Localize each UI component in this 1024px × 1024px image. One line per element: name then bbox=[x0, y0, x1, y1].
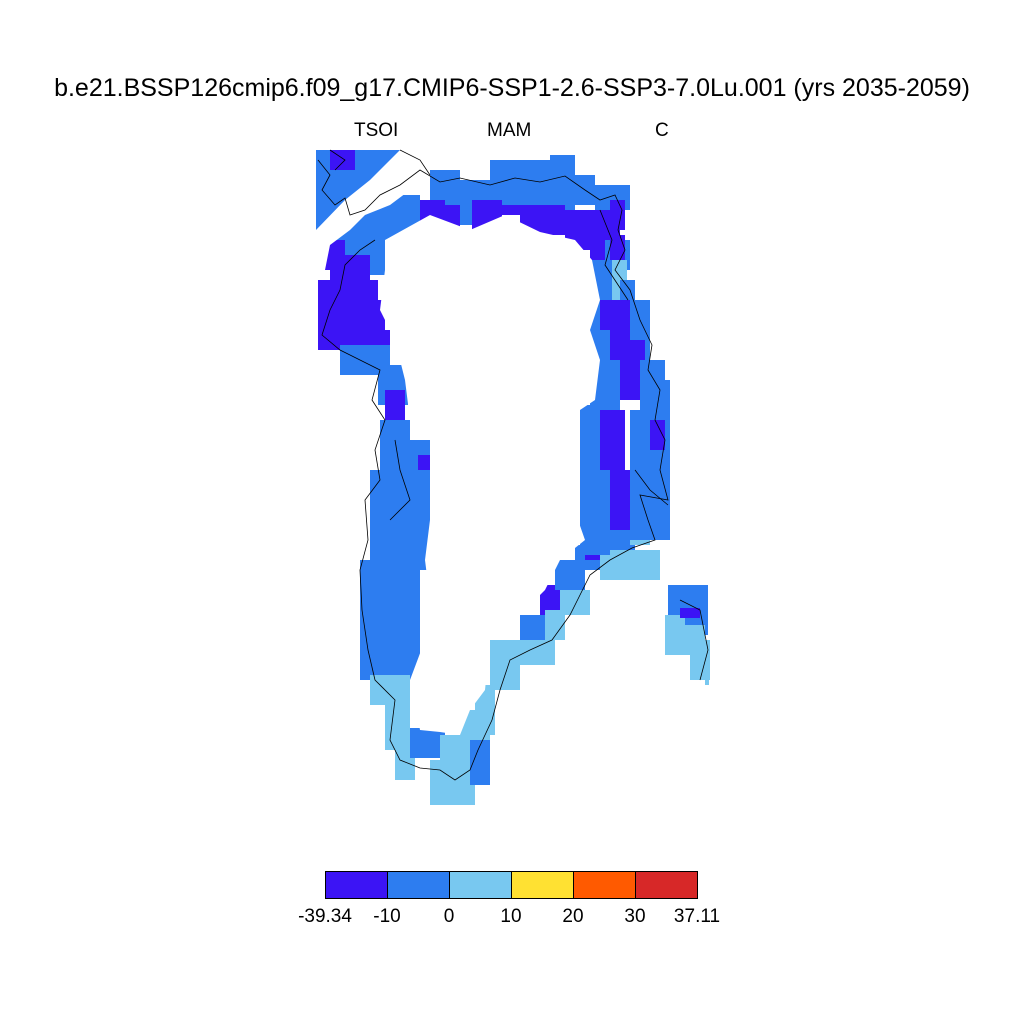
map-cell bbox=[545, 205, 565, 235]
map-cell bbox=[340, 300, 385, 330]
colorbar-tick-label: -10 bbox=[373, 906, 401, 927]
map-cell bbox=[410, 728, 445, 758]
map-cell bbox=[645, 475, 665, 505]
colorbar-swatch bbox=[387, 871, 450, 899]
colorbar-swatch bbox=[325, 871, 388, 899]
map-cell bbox=[610, 235, 625, 260]
colorbar-swatch bbox=[573, 871, 636, 899]
map-cell bbox=[560, 590, 590, 615]
map-cell bbox=[610, 470, 630, 530]
map-cell bbox=[545, 610, 565, 640]
map-cell bbox=[385, 390, 405, 420]
colorbar-swatch bbox=[635, 871, 698, 899]
map-cell bbox=[460, 200, 472, 225]
ice-sheet-mask bbox=[380, 215, 600, 735]
map-cell bbox=[430, 760, 475, 805]
colorbar-swatch bbox=[449, 871, 512, 899]
map-cell bbox=[370, 470, 430, 570]
colorbar-tick-label: 20 bbox=[562, 906, 584, 927]
map-cell bbox=[550, 155, 575, 210]
colorbar-tick-label: 30 bbox=[624, 906, 646, 927]
map-cell bbox=[475, 685, 495, 735]
map-cell bbox=[515, 640, 555, 665]
colorbar-tick-label: 10 bbox=[500, 906, 522, 927]
map-cells bbox=[316, 150, 710, 805]
colorbar-swatch bbox=[511, 871, 574, 899]
greenland-map bbox=[316, 149, 710, 805]
season-label: MAM bbox=[487, 120, 532, 141]
no-data-gap bbox=[316, 150, 430, 280]
map-cell bbox=[470, 740, 490, 785]
map-cell bbox=[650, 420, 665, 450]
map-cell bbox=[680, 608, 700, 618]
map-cell bbox=[690, 640, 710, 680]
coastline bbox=[317, 159, 669, 781]
colorbar-tick-label: 37.11 bbox=[673, 906, 721, 927]
map-cell bbox=[502, 205, 520, 215]
map-cell bbox=[520, 615, 545, 640]
units-label: C bbox=[655, 120, 669, 141]
colorbar-tick-label: 0 bbox=[443, 906, 455, 927]
map-cell bbox=[610, 200, 625, 230]
variable-label: TSOI bbox=[354, 120, 399, 141]
map-cell bbox=[330, 150, 355, 170]
map-cell bbox=[600, 410, 625, 470]
coastline-islands bbox=[329, 149, 709, 681]
plot-title: b.e21.BSSP126cmip6.f09_g17.CMIP6-SSP1-2.… bbox=[54, 74, 970, 102]
colorbar-tick-label: -39.34 bbox=[298, 906, 352, 927]
